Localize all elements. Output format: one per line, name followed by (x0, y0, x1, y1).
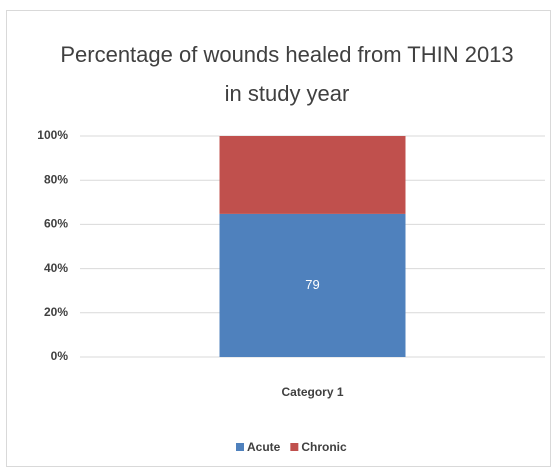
y-tick-label: 60% (44, 217, 68, 231)
y-tick-label: 100% (37, 128, 68, 142)
legend-label: Acute (247, 440, 281, 454)
y-tick-label: 40% (44, 261, 68, 275)
legend-label: Chronic (301, 440, 347, 454)
chart-title: Percentage of wounds healed from THIN 20… (60, 42, 513, 67)
legend-swatch (236, 443, 244, 451)
bar-segment (219, 136, 406, 214)
data-label: 79 (305, 277, 319, 292)
x-tick-label: Category 1 (281, 385, 343, 399)
chart-subtitle: in study year (225, 81, 350, 106)
legend-swatch (290, 443, 299, 451)
y-tick-label: 20% (44, 305, 68, 319)
bar-segment (219, 213, 406, 357)
y-tick-label: 80% (44, 172, 68, 186)
y-tick-label: 0% (51, 349, 69, 363)
